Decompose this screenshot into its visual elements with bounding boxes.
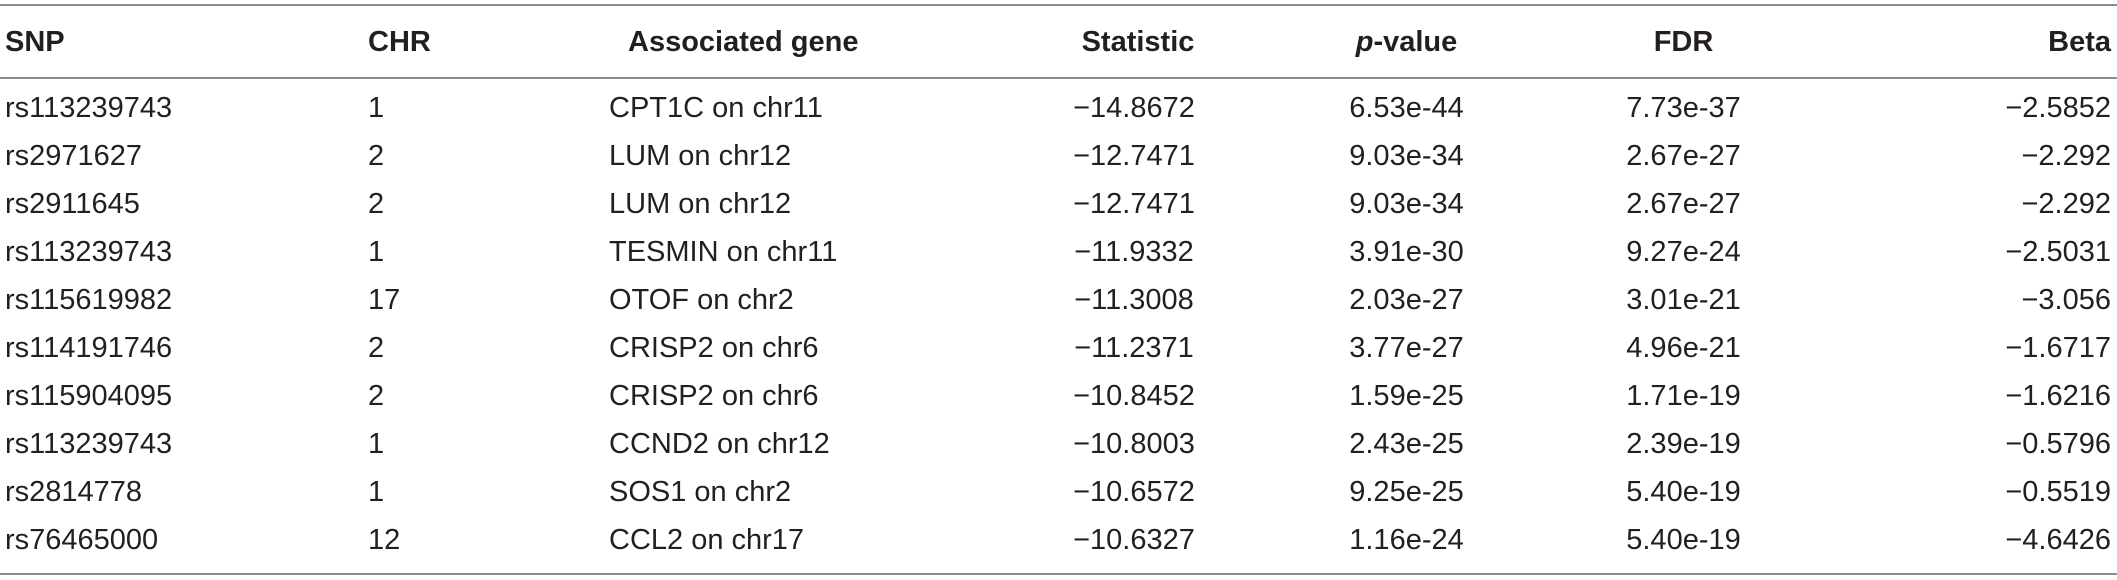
table-header: SNP CHR Associated gene Statistic p-valu…	[0, 6, 2117, 77]
cell-chr: 2	[368, 188, 385, 220]
cell-p-value: 6.53e-44	[1349, 92, 1464, 124]
cell-snp: rs114191746	[5, 332, 173, 364]
cell-chr: 1	[368, 428, 385, 460]
cell-snp: rs2971627	[5, 140, 143, 172]
cell-p-value: 9.03e-34	[1349, 188, 1464, 220]
table-row: rs76465000 12 CCL2 on chr17 −10.6327 1.16e-2…	[0, 516, 2117, 564]
header-p-italic: p	[1355, 25, 1374, 58]
table-row: rs2814778 1 SOS1 on chr2 −10.6572 9.25e-25 5.…	[0, 468, 2117, 516]
cell-beta: −0.5519	[2005, 476, 2111, 508]
cell-p-value: 3.77e-27	[1349, 332, 1464, 364]
cell-beta: −2.5031	[2005, 236, 2111, 268]
header-beta: Beta	[2048, 25, 2111, 58]
cell-chr: 2	[368, 332, 385, 364]
table-row: rs114191746 2 CRISP2 on chr6 −11.2371 3.77e-…	[0, 324, 2117, 372]
cell-associated-gene: LUM on chr12	[609, 140, 792, 172]
cell-snp: rs115619982	[5, 284, 173, 316]
cell-statistic: −10.6572	[1073, 476, 1195, 508]
cell-fdr: 4.96e-21	[1626, 332, 1741, 364]
cell-associated-gene: CRISP2 on chr6	[609, 380, 819, 412]
cell-statistic: −10.8003	[1073, 428, 1195, 460]
header-snp: SNP	[5, 25, 65, 58]
cell-snp: rs115904095	[5, 380, 173, 412]
header-associated-gene: Associated gene	[628, 25, 859, 58]
cell-p-value: 1.16e-24	[1349, 524, 1464, 556]
table-row: rs113239743 1 CCND2 on chr12 −10.8003 2.43e-…	[0, 420, 2117, 468]
table-row: rs113239743 1 CPT1C on chr11 −14.8672 6.53e-…	[0, 77, 2117, 132]
cell-chr: 1	[368, 236, 385, 268]
cell-beta: −2.5852	[2005, 92, 2111, 124]
cell-snp: rs76465000	[5, 524, 159, 556]
header-chr: CHR	[368, 25, 431, 58]
cell-statistic: −11.2371	[1074, 332, 1194, 364]
cell-p-value: 2.03e-27	[1349, 284, 1464, 316]
cell-beta: −0.5796	[2005, 428, 2111, 460]
cell-statistic: −10.6327	[1073, 524, 1195, 556]
bottom-rule	[0, 573, 2117, 575]
cell-fdr: 2.67e-27	[1626, 188, 1741, 220]
cell-associated-gene: CPT1C on chr11	[609, 92, 823, 124]
cell-chr: 2	[368, 380, 385, 412]
cell-snp: rs113239743	[5, 236, 173, 268]
top-rule	[0, 4, 2117, 6]
header-row: SNP CHR Associated gene Statistic p-valu…	[0, 6, 2117, 77]
cell-associated-gene: CCL2 on chr17	[609, 524, 805, 556]
cell-snp: rs2814778	[5, 476, 143, 508]
cell-snp: rs2911645	[5, 188, 140, 220]
cell-beta: −2.292	[2021, 188, 2111, 220]
cell-fdr: 1.71e-19	[1626, 380, 1741, 412]
table-row: rs113239743 1 TESMIN on chr11 −11.9332 3.91e…	[0, 228, 2117, 276]
cell-associated-gene: CCND2 on chr12	[609, 428, 830, 460]
cell-fdr: 9.27e-24	[1626, 236, 1741, 268]
cell-fdr: 2.67e-27	[1626, 140, 1741, 172]
header-rule	[0, 77, 2117, 79]
cell-p-value: 3.91e-30	[1349, 236, 1464, 268]
cell-fdr: 5.40e-19	[1626, 524, 1741, 556]
cell-fdr: 5.40e-19	[1626, 476, 1741, 508]
header-fdr: FDR	[1653, 25, 1714, 58]
cell-p-value: 2.43e-25	[1349, 428, 1464, 460]
cell-chr: 2	[368, 140, 385, 172]
cell-associated-gene: CRISP2 on chr6	[609, 332, 819, 364]
cell-statistic: −10.8452	[1073, 380, 1195, 412]
cell-p-value: 1.59e-25	[1349, 380, 1464, 412]
cell-snp: rs113239743	[5, 428, 173, 460]
results-table: SNP CHR Associated gene Statistic p-valu…	[0, 6, 2117, 564]
cell-chr: 12	[368, 524, 401, 556]
cell-chr: 17	[368, 284, 401, 316]
cell-beta: −3.056	[2021, 284, 2111, 316]
cell-associated-gene: TESMIN on chr11	[609, 236, 838, 268]
cell-chr: 1	[368, 476, 385, 508]
cell-fdr: 7.73e-37	[1626, 92, 1741, 124]
table-row: rs115904095 2 CRISP2 on chr6 −10.8452 1.59e-…	[0, 372, 2117, 420]
table-row: rs2911645 2 LUM on chr12 −12.7471 9.03e-34 2.…	[0, 180, 2117, 228]
cell-snp: rs113239743	[5, 92, 173, 124]
cell-associated-gene: SOS1 on chr2	[609, 476, 792, 508]
cell-chr: 1	[368, 92, 385, 124]
cell-statistic: −11.3008	[1074, 284, 1194, 316]
cell-beta: −1.6216	[2005, 380, 2111, 412]
header-p-value: p-value	[1268, 6, 1545, 77]
cell-fdr: 3.01e-21	[1626, 284, 1741, 316]
cell-associated-gene: OTOF on chr2	[609, 284, 794, 316]
header-p-suffix: -value	[1373, 25, 1458, 58]
cell-statistic: −14.8672	[1073, 92, 1195, 124]
cell-p-value: 9.25e-25	[1349, 476, 1464, 508]
cell-statistic: −12.7471	[1073, 188, 1195, 220]
table-row: rs115619982 17 OTOF on chr2 −11.3008 2.03e-2…	[0, 276, 2117, 324]
cell-beta: −1.6717	[2005, 332, 2111, 364]
cell-statistic: −11.9332	[1074, 236, 1194, 268]
header-statistic: Statistic	[1081, 25, 1195, 58]
table-body: rs113239743 1 CPT1C on chr11 −14.8672 6.53e-…	[0, 77, 2117, 564]
cell-beta: −4.6426	[2005, 524, 2111, 556]
cell-beta: −2.292	[2021, 140, 2111, 172]
table-row: rs2971627 2 LUM on chr12 −12.7471 9.03e-34 2.…	[0, 132, 2117, 180]
cell-fdr: 2.39e-19	[1626, 428, 1741, 460]
cell-p-value: 9.03e-34	[1349, 140, 1464, 172]
cell-associated-gene: LUM on chr12	[609, 188, 792, 220]
cell-statistic: −12.7471	[1073, 140, 1195, 172]
